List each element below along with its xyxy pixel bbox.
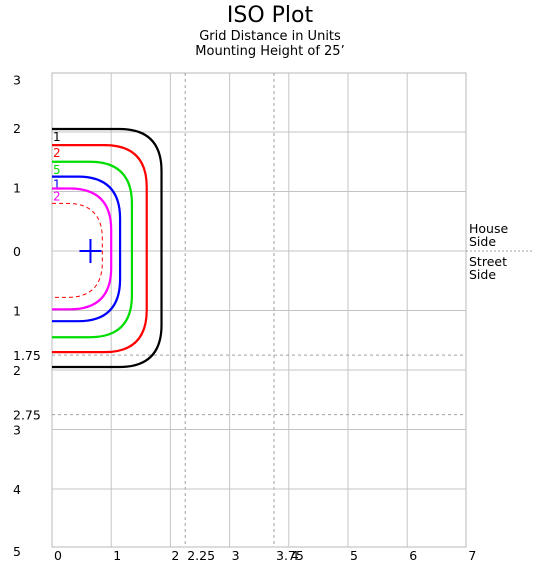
x-tick-label: 2.25: [187, 548, 215, 563]
x-tick-label: 6: [409, 548, 417, 563]
y-tick-label: 2: [13, 121, 21, 136]
iso-contour: [52, 160, 134, 339]
luminaire-marker: [79, 239, 102, 263]
house-side-label-1: House: [469, 221, 509, 236]
y-tick-label: 3: [13, 73, 21, 88]
iso-contour: [52, 143, 148, 354]
y-tick-label: 5: [13, 544, 21, 559]
y-tick-label: 0: [13, 244, 21, 259]
y-tick-label: 4: [13, 482, 21, 497]
iso-contour: [52, 127, 163, 369]
y-tick-label: 1: [13, 181, 21, 196]
x-tick-label: 3: [232, 548, 240, 563]
x-tick-label: 0: [54, 548, 62, 563]
y-tick-label: 1: [13, 304, 21, 319]
street-side-label-2: Side: [469, 267, 497, 282]
x-tick-label: 4: [291, 548, 299, 563]
x-tick-label: 3.75: [276, 548, 304, 563]
iso-contour-label: 5: [53, 163, 61, 177]
plot-subtitle-grid: Grid Distance in Units: [199, 29, 341, 44]
x-tick-label: 1: [113, 548, 121, 563]
x-tick-label: 5: [350, 548, 358, 563]
x-tick-label: 7: [468, 548, 476, 563]
y-tick-label: 2: [13, 363, 21, 378]
x-tick-label: 2: [171, 548, 179, 563]
iso-contour: [52, 187, 113, 311]
y-tick-label: 3: [13, 423, 21, 438]
iso-contour-label: 1: [53, 130, 61, 144]
iso-contour: [52, 175, 122, 323]
plot-subtitle-height: Mounting Height of 25’: [195, 44, 345, 59]
grid-lines: [51, 72, 534, 548]
iso-contour: [52, 202, 103, 298]
y-tick-label: 2.75: [13, 408, 41, 423]
y-tick-label: 1.75: [13, 348, 41, 363]
iso-contour-label: 1: [53, 178, 61, 192]
plot-title: ISO Plot: [226, 3, 314, 28]
house-side-label-2: Side: [469, 234, 497, 249]
iso-contour-label: 2: [53, 146, 61, 160]
street-side-label-1: Street: [469, 254, 507, 269]
iso-contour-label: 2: [53, 190, 61, 204]
